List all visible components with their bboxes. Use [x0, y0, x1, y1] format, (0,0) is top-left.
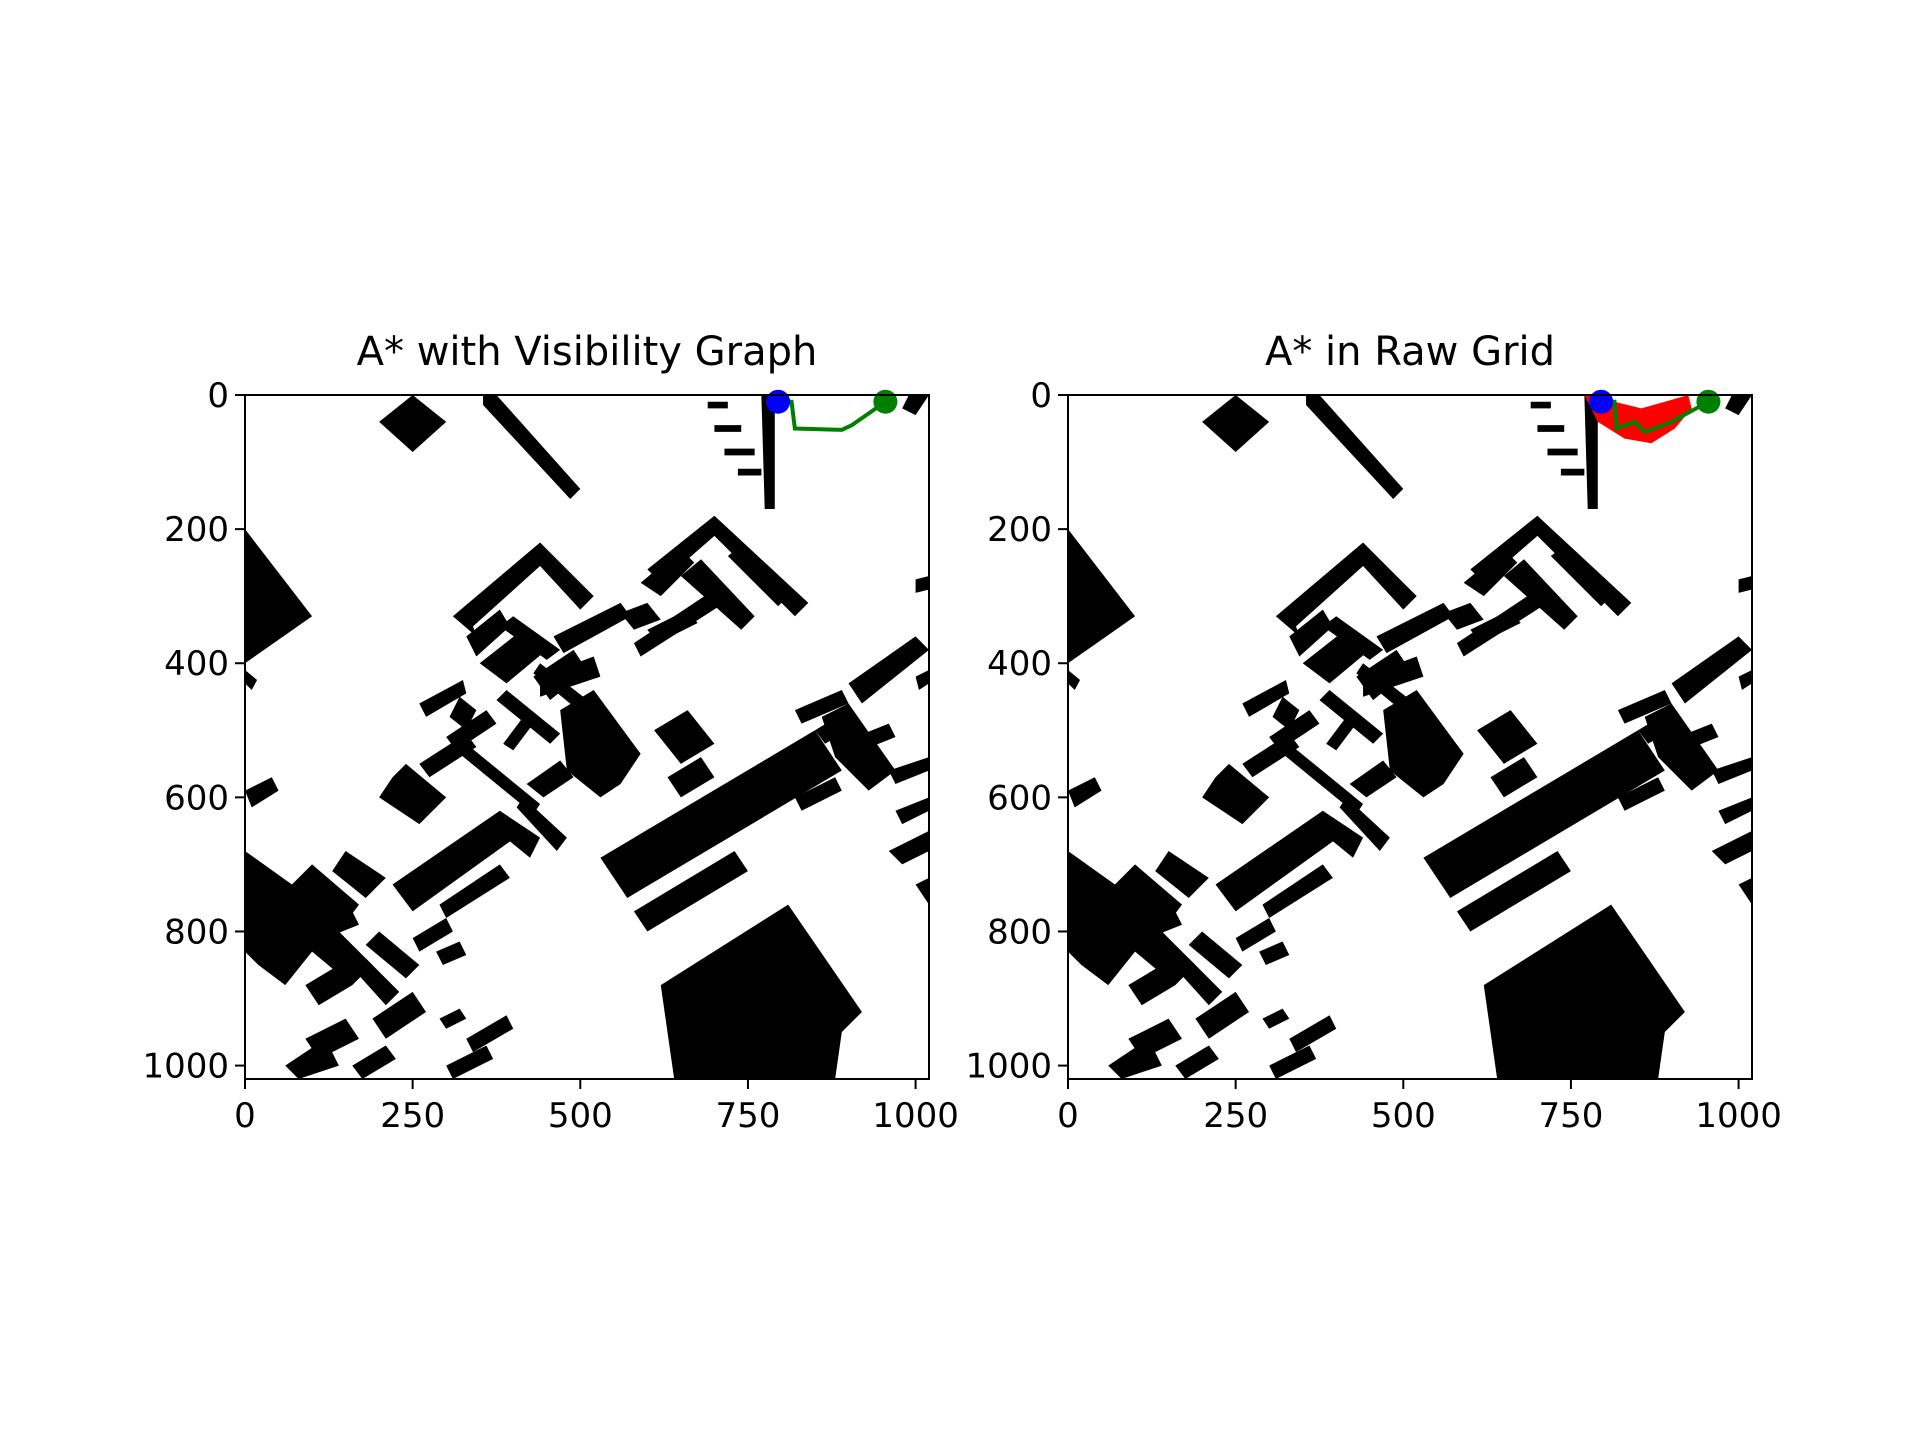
y-tick-label: 600 [987, 778, 1052, 818]
plot-frame [244, 394, 930, 1080]
x-tick-label: 1000 [872, 1096, 959, 1136]
panel-title: A* with Visibility Graph [357, 329, 818, 375]
x-tick-label: 0 [1057, 1096, 1079, 1136]
x-tick-label: 750 [715, 1096, 780, 1136]
y-tick-label: 200 [164, 510, 229, 550]
panel-visibility-graph: A* with Visibility Graph 0 250 500 750 1… [142, 329, 958, 1136]
x-tick-label: 250 [380, 1096, 445, 1136]
panel-raw-grid: A* in Raw Grid 0 250 500 750 1000 [965, 329, 1781, 1136]
plot-frame [1067, 394, 1753, 1080]
y-tick-label: 200 [987, 510, 1052, 550]
y-axis: 0 200 400 600 800 1000 [142, 376, 245, 1087]
y-tick-label: 1000 [142, 1047, 229, 1087]
x-tick-label: 1000 [1695, 1096, 1782, 1136]
goal-marker [873, 389, 898, 414]
y-tick-label: 1000 [965, 1047, 1052, 1087]
y-tick-label: 0 [207, 376, 229, 416]
x-axis: 0 250 500 750 1000 [234, 1079, 959, 1136]
x-tick-label: 0 [234, 1096, 256, 1136]
x-axis: 0 250 500 750 1000 [1057, 1079, 1782, 1136]
start-marker [1589, 389, 1614, 414]
x-tick-label: 500 [1371, 1096, 1436, 1136]
x-tick-label: 750 [1538, 1096, 1603, 1136]
start-marker [766, 389, 791, 414]
y-tick-label: 800 [987, 912, 1052, 952]
y-tick-label: 400 [164, 644, 229, 684]
y-tick-label: 0 [1030, 376, 1052, 416]
y-axis: 0 200 400 600 800 1000 [965, 376, 1068, 1087]
x-tick-label: 500 [548, 1096, 613, 1136]
goal-marker [1696, 389, 1721, 414]
y-tick-label: 800 [164, 912, 229, 952]
x-tick-label: 250 [1203, 1096, 1268, 1136]
y-tick-label: 600 [164, 778, 229, 818]
path-line [1601, 399, 1710, 435]
panel-title: A* in Raw Grid [1265, 329, 1555, 375]
y-tick-label: 400 [987, 644, 1052, 684]
